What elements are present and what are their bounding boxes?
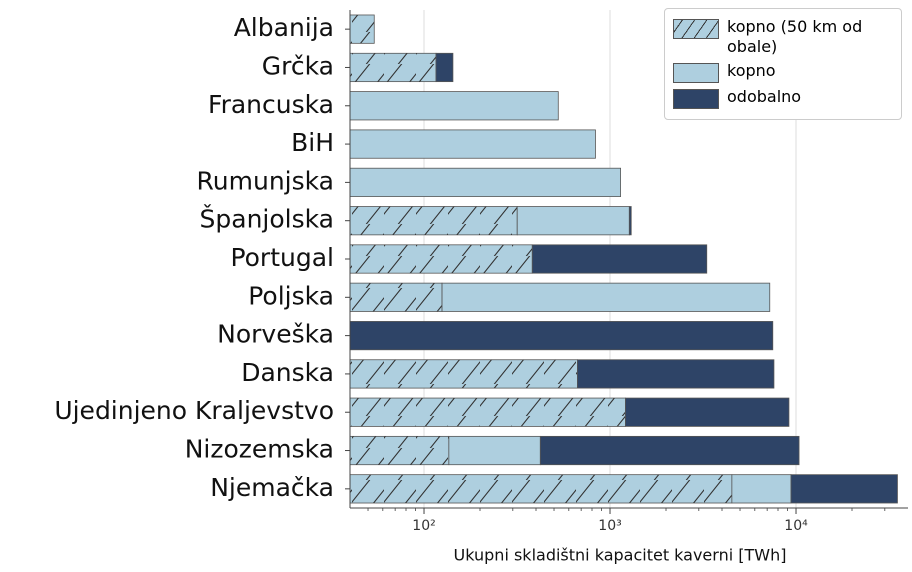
y-tick-label: Grčka	[262, 51, 334, 80]
bar-segment	[577, 359, 775, 389]
legend-entry: kopno (50 km od obale)	[673, 17, 893, 57]
bar-segment	[435, 52, 454, 83]
legend-label: kopno	[727, 61, 776, 80]
bar-hatch	[350, 206, 518, 235]
bar-hatch	[350, 398, 626, 427]
bar-segment	[349, 129, 596, 159]
y-tick-label: Njemačka	[210, 473, 334, 502]
bar-segment	[349, 91, 559, 121]
x-tick-label: 10⁴	[784, 518, 808, 534]
bar-hatch	[350, 53, 437, 82]
bar-segment	[531, 244, 708, 274]
y-tick-label: Nizozemska	[185, 435, 334, 464]
y-tick-label: BiH	[291, 128, 334, 157]
legend-label: kopno (50 km od obale)	[727, 17, 863, 56]
y-tick-label: Danska	[241, 358, 334, 387]
bar-segment	[516, 206, 630, 236]
bar-hatch	[350, 359, 578, 389]
bar-segment	[731, 474, 792, 504]
bar-segment	[349, 167, 622, 197]
bar-segment	[628, 206, 632, 236]
legend: kopno (50 km od obale) kopno odobalno	[664, 8, 902, 120]
bar-hatch	[350, 436, 449, 465]
legend-entry: kopno	[673, 61, 893, 83]
bar-segment	[441, 282, 771, 312]
x-tick-label: 10²	[412, 518, 435, 534]
y-tick-label: Ujedinjeno Kraljevstvo	[54, 396, 334, 425]
bar-segment	[349, 321, 774, 351]
y-tick-label: Francuska	[208, 90, 334, 119]
legend-swatch	[673, 19, 719, 39]
x-tick-label: 10³	[598, 518, 621, 534]
bar-hatch	[350, 14, 375, 44]
y-tick-label: Portugal	[230, 243, 334, 272]
bar-hatch	[350, 283, 443, 312]
y-tick-label: Rumunjska	[197, 166, 334, 195]
bar-hatch	[350, 244, 533, 274]
y-tick-label: Poljska	[248, 281, 334, 310]
bar-segment	[448, 435, 541, 466]
y-tick-label: Norveška	[217, 320, 334, 349]
bar-segment	[790, 474, 898, 504]
bar-segment	[625, 397, 790, 427]
bar-segment	[539, 435, 800, 466]
legend-swatch	[673, 63, 719, 83]
legend-swatch	[673, 89, 719, 109]
legend-label: odobalno	[727, 87, 802, 106]
y-tick-label: Albanija	[234, 13, 334, 42]
bar-hatch	[350, 474, 732, 504]
x-axis-label: Ukupni skladištni kapacitet kaverni [TWh…	[454, 546, 787, 565]
legend-entry: odobalno	[673, 87, 893, 109]
y-tick-label: Španjolska	[200, 204, 334, 234]
